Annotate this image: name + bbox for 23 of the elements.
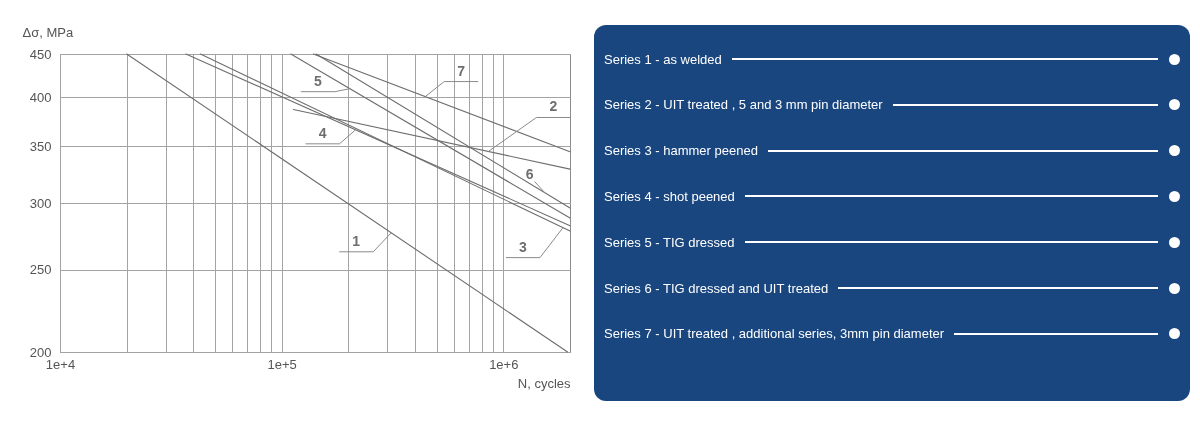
y-axis-title: Δσ, MPa — [22, 24, 74, 40]
x-axis-title: N, cycles — [517, 375, 571, 391]
series-label: 1 — [352, 232, 361, 249]
text: Series 5 - TIG dressed — [604, 234, 735, 250]
x-tick-label: 1e+6 — [489, 356, 519, 372]
text: Series 7 - UIT treated , additional series, 3mm pin diameter — [604, 326, 945, 342]
x-tick-label: 1e+5 — [267, 356, 297, 372]
series-label: 4 — [318, 124, 327, 141]
text: Series 2 - UIT treated , 5 and 3 mm pin diameter — [604, 97, 883, 113]
series-label: 3 — [519, 238, 528, 255]
series-label: 5 — [313, 72, 322, 89]
y-tick-label: 350 — [29, 138, 52, 154]
y-tick-label: 450 — [29, 46, 52, 62]
y-tick-label: 400 — [29, 89, 52, 105]
text: Series 3 - hammer peened — [604, 143, 758, 159]
y-tick-label: 300 — [29, 195, 52, 211]
text: 2 — [549, 98, 558, 115]
y-tick-label: 250 — [29, 262, 52, 278]
text: 7 — [457, 62, 466, 79]
text: Series 4 - shot peened — [604, 188, 735, 204]
series-label: 6 — [525, 165, 534, 182]
text: Series 1 - as welded — [604, 51, 722, 67]
text: Series 6 - TIG dressed and UIT treated — [604, 280, 829, 296]
